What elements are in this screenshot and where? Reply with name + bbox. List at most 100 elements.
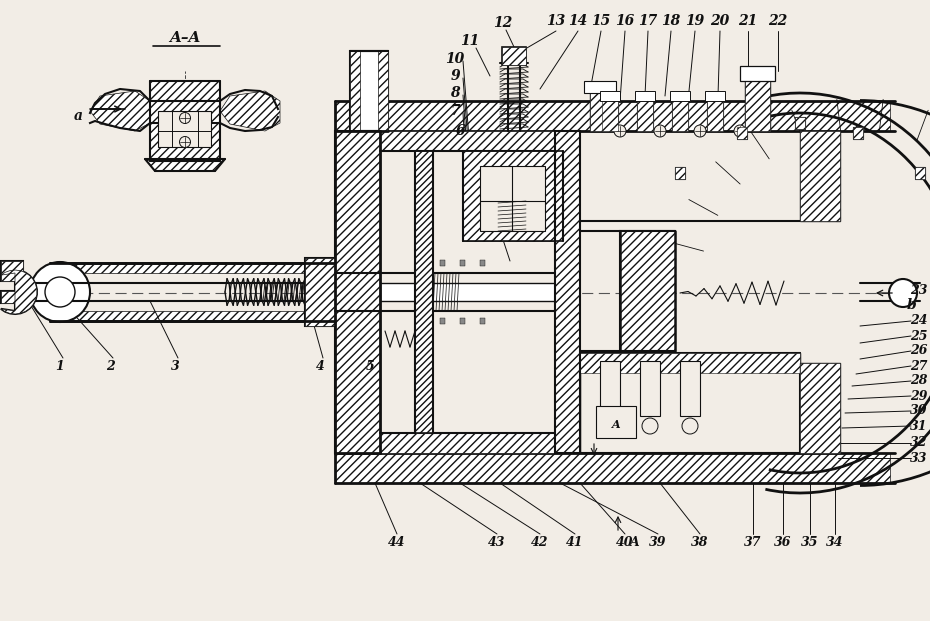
Polygon shape bbox=[707, 96, 723, 131]
Polygon shape bbox=[1, 270, 37, 314]
Bar bbox=[915, 167, 925, 179]
Polygon shape bbox=[672, 96, 688, 131]
Polygon shape bbox=[800, 363, 840, 453]
Text: A: A bbox=[631, 537, 640, 550]
Bar bbox=[555, 131, 580, 453]
Polygon shape bbox=[737, 127, 747, 139]
Polygon shape bbox=[335, 131, 380, 453]
Bar bbox=[590, 91, 610, 131]
Bar bbox=[440, 318, 445, 324]
Text: 1: 1 bbox=[56, 360, 64, 373]
Bar bbox=[675, 167, 684, 179]
Circle shape bbox=[889, 279, 917, 307]
Bar bbox=[620, 231, 675, 351]
Text: 36: 36 bbox=[775, 537, 791, 550]
Text: 21: 21 bbox=[738, 14, 758, 28]
Text: 28: 28 bbox=[910, 374, 928, 388]
Polygon shape bbox=[335, 101, 890, 131]
Bar bbox=[415, 151, 433, 433]
Text: 32: 32 bbox=[910, 437, 928, 450]
Polygon shape bbox=[220, 91, 280, 131]
Text: 35: 35 bbox=[802, 537, 818, 550]
Polygon shape bbox=[915, 167, 925, 179]
Bar bbox=[740, 66, 775, 81]
Bar bbox=[1, 261, 23, 281]
Polygon shape bbox=[415, 151, 433, 433]
Circle shape bbox=[654, 125, 666, 137]
Bar bbox=[737, 127, 747, 139]
Text: 29: 29 bbox=[910, 389, 928, 402]
Bar bbox=[602, 96, 618, 131]
Bar bbox=[460, 260, 465, 266]
Bar bbox=[584, 81, 616, 93]
Circle shape bbox=[179, 112, 191, 124]
Bar bbox=[745, 76, 770, 131]
Polygon shape bbox=[637, 96, 653, 131]
Bar bbox=[853, 127, 863, 139]
Circle shape bbox=[682, 418, 698, 434]
Bar bbox=[600, 91, 620, 101]
Polygon shape bbox=[1, 270, 37, 314]
Bar bbox=[350, 51, 388, 131]
Text: 11: 11 bbox=[460, 34, 480, 48]
Polygon shape bbox=[335, 453, 890, 483]
Text: 2: 2 bbox=[106, 360, 114, 373]
Circle shape bbox=[694, 125, 706, 137]
Bar bbox=[795, 117, 805, 129]
Bar bbox=[670, 91, 690, 101]
Polygon shape bbox=[555, 131, 580, 453]
Bar bbox=[463, 151, 563, 241]
Polygon shape bbox=[590, 91, 610, 131]
Bar bbox=[158, 111, 211, 147]
Bar bbox=[672, 96, 688, 131]
Polygon shape bbox=[795, 117, 805, 129]
Polygon shape bbox=[602, 96, 618, 131]
Text: 6: 6 bbox=[455, 124, 465, 138]
Text: 9: 9 bbox=[450, 69, 459, 83]
Text: 25: 25 bbox=[910, 330, 928, 343]
Text: A: A bbox=[612, 419, 620, 430]
Polygon shape bbox=[50, 311, 338, 321]
Text: 43: 43 bbox=[488, 537, 506, 550]
Text: b: b bbox=[907, 298, 917, 312]
Text: 39: 39 bbox=[649, 537, 667, 550]
Text: 34: 34 bbox=[826, 537, 844, 550]
Text: 42: 42 bbox=[531, 537, 549, 550]
Text: 19: 19 bbox=[685, 14, 705, 28]
Text: 5: 5 bbox=[365, 360, 375, 373]
Text: 13: 13 bbox=[547, 14, 565, 28]
Polygon shape bbox=[800, 131, 840, 221]
Bar bbox=[596, 406, 636, 438]
Circle shape bbox=[614, 125, 626, 137]
Text: 3: 3 bbox=[170, 360, 179, 373]
Bar bbox=[335, 131, 380, 453]
Polygon shape bbox=[463, 151, 563, 241]
Polygon shape bbox=[853, 127, 863, 139]
Bar bbox=[380, 283, 555, 301]
Text: 38: 38 bbox=[691, 537, 709, 550]
Polygon shape bbox=[50, 263, 338, 273]
Text: 4: 4 bbox=[315, 360, 325, 373]
Polygon shape bbox=[745, 76, 770, 131]
Bar bbox=[640, 361, 660, 416]
Bar bbox=[600, 361, 620, 416]
Bar bbox=[800, 131, 840, 221]
Text: 37: 37 bbox=[744, 537, 762, 550]
Text: 12: 12 bbox=[494, 16, 512, 30]
Text: 17: 17 bbox=[638, 14, 658, 28]
Circle shape bbox=[602, 418, 618, 434]
Polygon shape bbox=[305, 258, 343, 326]
Text: a: a bbox=[73, 109, 83, 123]
Circle shape bbox=[30, 262, 90, 322]
Bar bbox=[440, 260, 445, 266]
Text: 24: 24 bbox=[910, 314, 928, 327]
Polygon shape bbox=[675, 167, 684, 179]
Polygon shape bbox=[90, 91, 150, 131]
Circle shape bbox=[734, 125, 746, 137]
Polygon shape bbox=[380, 131, 555, 151]
Circle shape bbox=[642, 418, 658, 434]
Text: 44: 44 bbox=[388, 537, 405, 550]
Polygon shape bbox=[580, 353, 800, 373]
Circle shape bbox=[45, 277, 75, 307]
Text: 26: 26 bbox=[910, 345, 928, 358]
